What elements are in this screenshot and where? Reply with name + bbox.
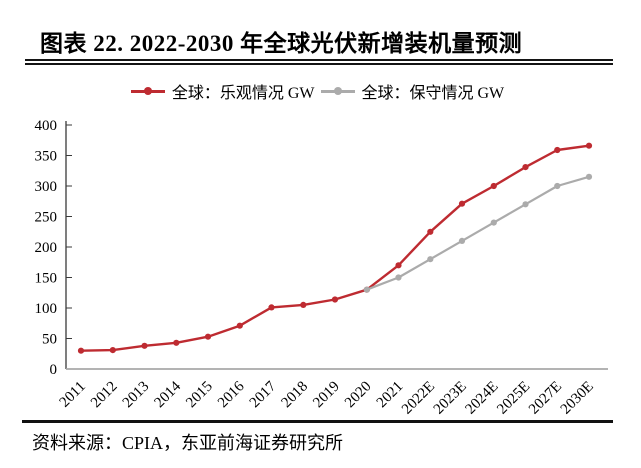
series-line-1 (366, 175, 590, 291)
x-axis-label: 2020 (342, 379, 375, 412)
optimistic-line-marker-icon (130, 87, 165, 95)
y-axis-label: 150 (35, 271, 58, 287)
y-axis-label: 350 (35, 149, 58, 165)
line-chart: 0 50 100 150 200 250 300 350 400 2011 2012 2013 2014… (35, 118, 608, 418)
x-axis-label: 2024E (463, 379, 502, 418)
x-axis-label: 2022E (399, 379, 438, 418)
data-point (395, 262, 402, 269)
data-point (522, 201, 529, 208)
x-axis-label: 2019 (310, 379, 343, 412)
conservative-line-marker-icon (320, 87, 355, 95)
x-axis-label: 2012 (88, 379, 121, 412)
data-point (236, 322, 243, 329)
x-axis-label: 2027E (526, 379, 565, 418)
x-axis-label: 2011 (57, 379, 89, 411)
y-axis-label: 100 (35, 301, 58, 317)
y-axis-label: 400 (35, 118, 58, 134)
data-point (458, 200, 466, 207)
x-axis-label: 2017 (247, 378, 280, 411)
title-divider (25, 59, 613, 65)
x-axis-label: 2030E (558, 379, 597, 418)
x-axis-label: 2018 (279, 379, 312, 412)
data-point (331, 296, 339, 303)
data-point (268, 304, 275, 311)
y-axis-label: 300 (35, 179, 58, 195)
data-point (109, 347, 116, 354)
data-point (173, 339, 180, 346)
data-point (77, 347, 85, 354)
data-point (427, 228, 434, 235)
legend-item-optimistic: 全球：乐观情况 GW (130, 79, 321, 103)
x-axis-label: 2023E (431, 379, 470, 418)
data-point (458, 237, 466, 244)
x-axis-label: 2025E (494, 379, 533, 418)
data-point (585, 173, 593, 180)
data-point (554, 146, 561, 154)
x-axis-label: 2014 (152, 378, 185, 411)
figure-title: 图表 22. 2022-2030 年全球光伏新增装机量预测 (40, 31, 523, 56)
x-axis-label: 2013 (120, 379, 153, 412)
data-point (490, 219, 497, 226)
x-axis-label: 2015 (183, 379, 216, 412)
legend-label-optimistic: 全球：乐观情况 GW (171, 85, 315, 102)
y-axis-label: 0 (50, 362, 58, 378)
source-note: 资料来源：CPIA，东亚前海证券研究所 (32, 433, 344, 453)
x-axis-label: 2016 (215, 378, 248, 411)
data-point (395, 274, 402, 281)
legend-item-conservative: 全球：保守情况 GW (320, 79, 511, 103)
data-point (300, 301, 307, 308)
data-point (141, 342, 148, 349)
footer-divider (22, 420, 613, 423)
y-axis-label: 200 (35, 240, 58, 256)
series-line-0 (80, 144, 590, 352)
data-point (490, 182, 497, 190)
data-point (204, 333, 212, 340)
chart-legend: 全球：乐观情况 GW 全球：保守情况 GW (0, 79, 641, 103)
y-axis-label: 50 (42, 332, 57, 348)
data-point (427, 256, 434, 263)
data-point (522, 164, 529, 171)
data-point (554, 182, 561, 190)
legend-label-conservative: 全球：保守情况 GW (361, 85, 505, 102)
data-point (363, 286, 370, 293)
data-point (585, 142, 593, 149)
y-axis-label: 250 (35, 210, 58, 226)
